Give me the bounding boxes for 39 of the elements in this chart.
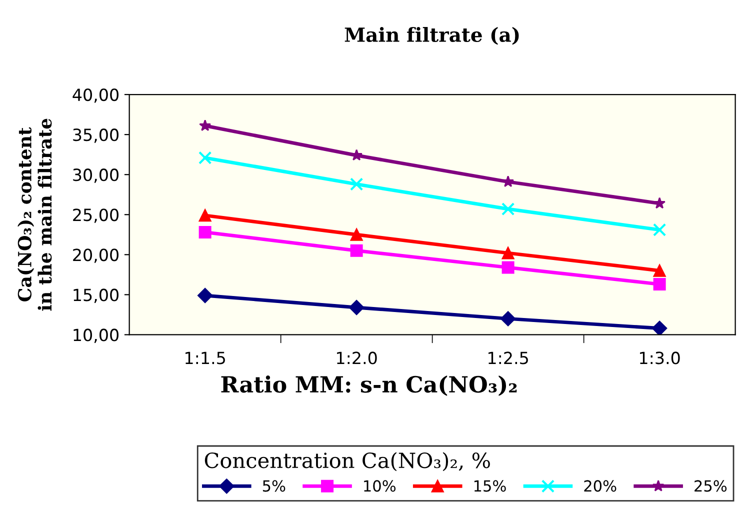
point (350, 178, 364, 191)
point (350, 228, 363, 241)
point (654, 197, 666, 209)
y-tick-label: 10,00 (74, 328, 118, 343)
point (653, 264, 666, 277)
point (198, 288, 213, 304)
y-tick-label: 30,00 (73, 168, 118, 183)
point (199, 120, 212, 131)
chart-title: Main filtrate (a) (344, 26, 519, 45)
y-tick-label: 40,00 (72, 88, 118, 103)
point (198, 209, 212, 222)
legend-label: 25% (694, 480, 727, 492)
y-tick-label: 20,00 (73, 248, 118, 263)
point (502, 261, 514, 274)
y-tick-label: 35,00 (73, 128, 118, 143)
point (198, 226, 212, 238)
y-tick-label: 25,00 (73, 208, 118, 223)
legend-label: 5% (262, 480, 286, 492)
point (502, 246, 514, 260)
point (501, 202, 515, 216)
point (653, 278, 666, 291)
x-tick-label: 1:2.5 (488, 352, 528, 364)
x-tick-label: 1:2.0 (337, 352, 377, 364)
x-tick-label: 1:1.5 (186, 352, 225, 364)
legend-label: 20% (584, 480, 616, 492)
point (502, 176, 514, 187)
y-axis-title: Ca(NO₃)₂ content in the main filtrate (18, 118, 52, 311)
point (198, 151, 212, 164)
legend-title: Concentration Ca(NO₃)₂, % (204, 452, 490, 472)
y-tick-label: 15,00 (74, 288, 118, 303)
legend-label: 10% (364, 480, 396, 492)
point (500, 311, 516, 326)
x-axis-title: Ratio MM: s-n Ca(NO₃)₂ (221, 376, 517, 396)
point (349, 300, 364, 316)
x-tick-label: 1:3.0 (640, 352, 680, 364)
point (350, 244, 363, 257)
point (652, 320, 668, 335)
point (652, 223, 666, 236)
legend-label: 15% (474, 480, 506, 492)
